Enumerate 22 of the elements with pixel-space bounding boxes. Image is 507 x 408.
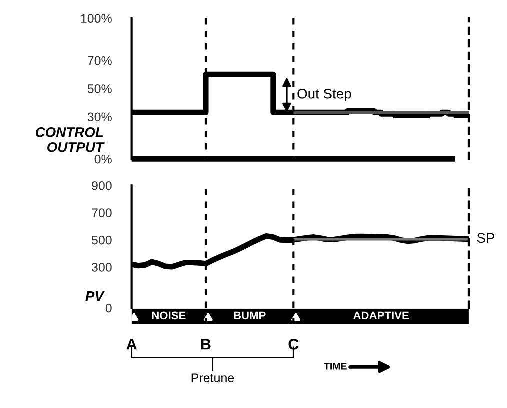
- y-axis-title: CONTROL OUTPUT: [36, 128, 105, 152]
- text: TIME: [324, 363, 347, 370]
- y-tick-label: 700: [92, 208, 112, 218]
- y-tick-label: 300: [92, 263, 112, 272]
- y-tick-label: 900: [92, 181, 112, 190]
- x-tick-label: C: [288, 339, 299, 350]
- x-tick-label: B: [202, 339, 211, 350]
- x-tick-label: A: [126, 339, 137, 350]
- text: Pretune: [192, 374, 234, 382]
- text: NOISE: [152, 312, 186, 320]
- series-label: SP: [477, 233, 494, 244]
- annotation: Out Step: [298, 88, 352, 102]
- y-tick-label: 500: [92, 236, 112, 245]
- y-axis-title: PV: [86, 292, 105, 302]
- y-tick-label: 50%: [88, 84, 112, 94]
- y-tick-label: 100%: [81, 14, 112, 24]
- y-tick-label: 70%: [88, 56, 112, 66]
- y-tick-label: 30%: [88, 112, 112, 122]
- y-tick-label: 0: [106, 304, 112, 313]
- y-tick-label: 0%: [94, 154, 112, 164]
- text: BUMP: [234, 312, 266, 320]
- text: ADAPTIVE: [354, 312, 409, 320]
